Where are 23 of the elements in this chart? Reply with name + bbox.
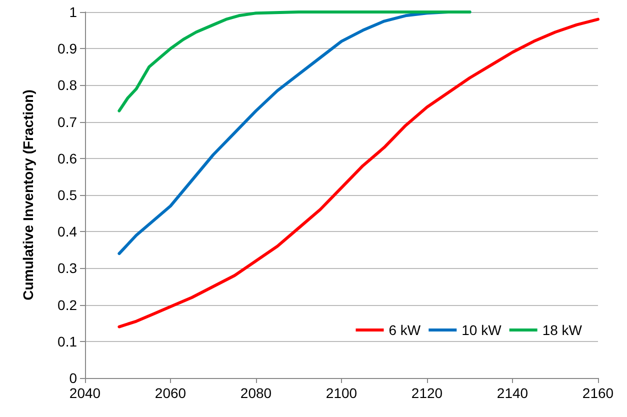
x-tick-label: 2040 <box>69 385 101 401</box>
x-tick-label: 2080 <box>240 385 272 401</box>
y-tick-label: 0.2 <box>58 296 78 313</box>
y-tick-label: 0.8 <box>58 77 78 94</box>
y-tick-label: 0 <box>69 370 78 386</box>
y-tick-label: 0.5 <box>58 187 78 203</box>
line-series <box>118 10 472 112</box>
x-tick-label: 2140 <box>496 385 528 401</box>
y-tick-label: 0.9 <box>58 40 78 57</box>
x-tick-label: 2060 <box>154 385 186 401</box>
x-tick-label: 2160 <box>582 385 614 401</box>
y-tick-label: 0.7 <box>58 114 78 130</box>
y-tick-label: 0.1 <box>58 333 78 350</box>
legend-label: 18 kW <box>542 322 583 338</box>
x-tick-label: 2120 <box>411 385 443 401</box>
y-tick-label: 0.4 <box>58 224 78 240</box>
legend-label: 10 kW <box>462 322 502 338</box>
x-tick-label: 2100 <box>326 385 358 401</box>
legend-label: 6 kW <box>388 322 422 338</box>
y-tick-label: 0.6 <box>58 150 78 166</box>
y-tick-label: 1 <box>69 4 78 20</box>
y-axis-title: Cumulative Inventory (Fraction) <box>20 90 36 300</box>
y-tick-label: 0.3 <box>58 260 78 276</box>
